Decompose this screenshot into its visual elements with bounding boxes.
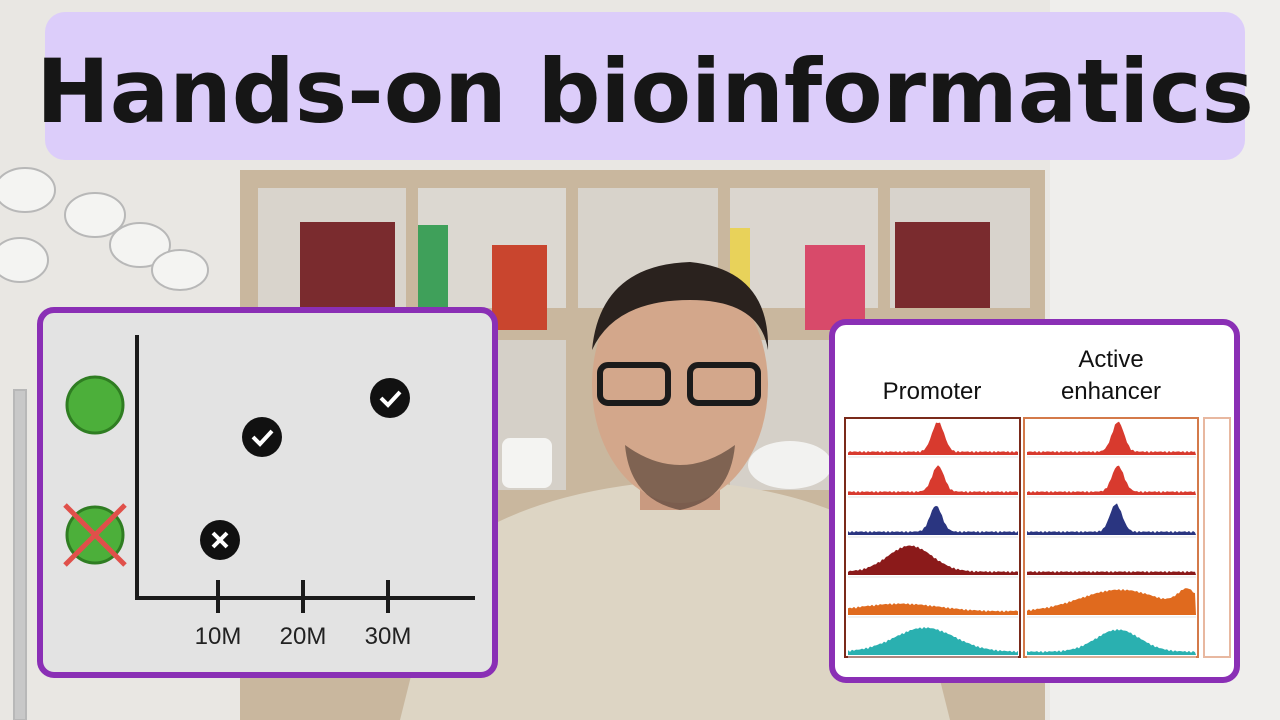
right-panel: Promoter Active enhancer (829, 319, 1240, 683)
signal-track (848, 545, 1018, 575)
x-tick-label: 30M (365, 623, 412, 650)
signal-track (848, 465, 1018, 495)
cross-marker (200, 520, 240, 560)
signal-track (848, 603, 1018, 615)
x-tick-label: 20M (280, 623, 327, 650)
signal-track (1027, 421, 1196, 455)
signal-track (1027, 571, 1196, 575)
signal-track (848, 627, 1018, 655)
lamp (0, 167, 209, 720)
signal-track (1027, 503, 1196, 535)
title: Hands-on bioinformatics (36, 40, 1254, 143)
person (400, 262, 950, 720)
check-marker (242, 378, 410, 457)
signal-track (848, 505, 1018, 535)
column-title: Active (1078, 346, 1143, 373)
signal-track (1027, 629, 1196, 655)
signal-track (1027, 465, 1196, 495)
signal-track (1027, 588, 1196, 615)
title-box (45, 12, 1245, 160)
x-tick-label: 10M (195, 623, 242, 650)
cross-out (63, 503, 127, 567)
column-title: Promoter (883, 378, 982, 405)
signal-track (848, 422, 1018, 455)
column-title: enhancer (1061, 378, 1161, 405)
left-panel: 10M 20M 30M (37, 307, 498, 678)
